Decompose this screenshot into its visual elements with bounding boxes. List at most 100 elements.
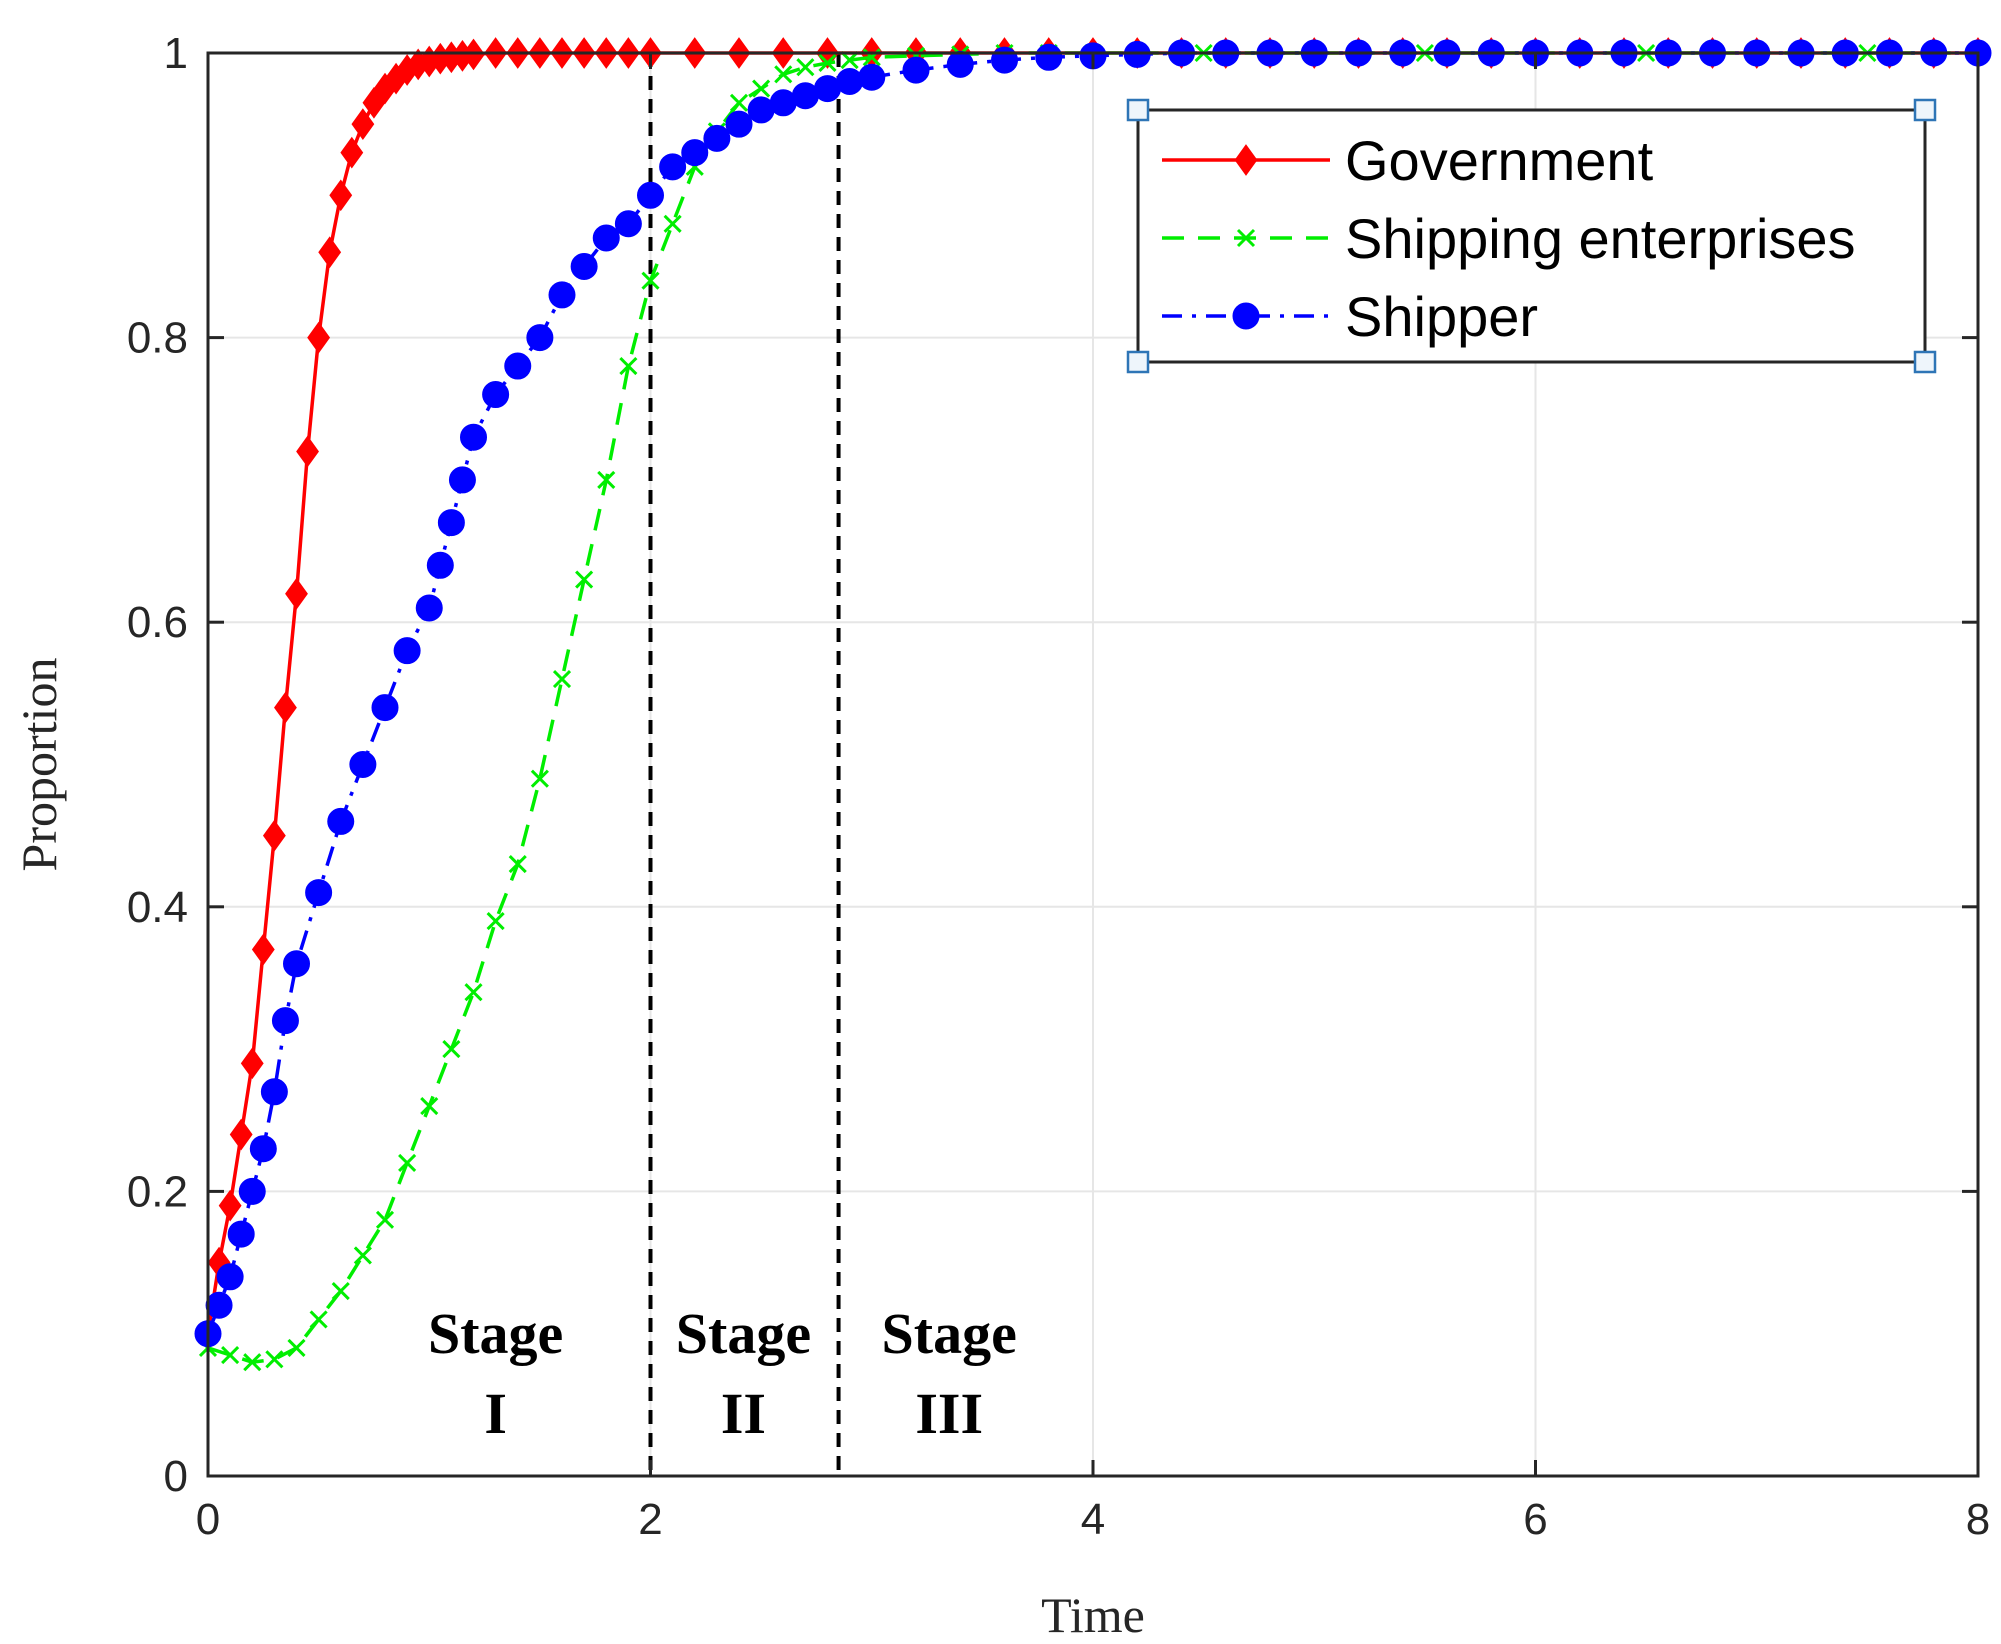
stage-label-word: Stage: [676, 1301, 811, 1366]
data-point-shipping-enterprises: [641, 271, 660, 290]
data-point-shipping-enterprises: [221, 1345, 240, 1365]
data-point-government: [251, 933, 275, 966]
legend[interactable]: Government Shipping enterprises Shipper: [1126, 98, 1937, 374]
data-point-shipper: [836, 67, 864, 95]
legend-marker-x: [1236, 228, 1256, 248]
data-point-shipping-enterprises: [442, 1040, 461, 1059]
data-point-government: [262, 819, 286, 852]
data-point-shipping-enterprises: [353, 1246, 372, 1265]
data-point-shipping-enterprises: [287, 1338, 306, 1357]
data-point-shipper: [327, 807, 355, 835]
legend-label: Shipper: [1345, 285, 1538, 348]
data-point-shipper: [548, 281, 576, 309]
legend-resize-handle[interactable]: [1913, 98, 1937, 122]
x-marker-stroke: [508, 855, 527, 874]
data-point-shipper: [703, 124, 731, 152]
x-tick-label: 2: [638, 1495, 662, 1544]
data-point-shipping-enterprises: [309, 1310, 328, 1329]
data-point-shipper: [437, 509, 465, 537]
data-point-shipper: [482, 381, 510, 409]
data-point-shipping-enterprises: [597, 470, 616, 489]
x-tick-label: 0: [196, 1495, 220, 1544]
data-point-shipping-enterprises: [663, 214, 682, 233]
data-point-shipping-enterprises: [796, 58, 815, 77]
legend-marker-diamond: [1234, 144, 1258, 176]
data-point-shipper: [283, 950, 310, 978]
data-point-shipper: [305, 879, 333, 907]
x-marker-stroke: [243, 1353, 262, 1372]
data-point-shipping-enterprises: [265, 1350, 284, 1369]
data-point-shipper: [504, 352, 532, 380]
data-point-shipper: [1035, 43, 1063, 71]
x-marker-stroke: [597, 470, 616, 489]
data-point-shipping-enterprises: [331, 1281, 350, 1301]
stage-label-numeral: II: [721, 1381, 766, 1446]
data-point-shipping-enterprises: [464, 983, 483, 1002]
data-point-shipper: [371, 694, 399, 722]
data-point-shipper: [460, 423, 487, 451]
data-point-shipping-enterprises: [508, 855, 527, 874]
data-point-government: [307, 321, 331, 354]
y-tick-label: 0.6: [127, 598, 188, 647]
series-shipper: [194, 39, 1992, 1348]
x-marker-stroke: [619, 356, 638, 376]
data-point-shipper: [526, 324, 554, 352]
x-marker-stroke: [420, 1096, 439, 1116]
data-point-shipping-enterprises: [575, 570, 594, 589]
data-point-government: [318, 236, 342, 269]
data-point-shipper: [991, 46, 1018, 74]
y-tick-label: 0.4: [127, 883, 188, 932]
stage-label-word: Stage: [882, 1301, 1017, 1366]
x-marker-stroke: [752, 79, 771, 98]
legend-label: Shipping enterprises: [1345, 207, 1856, 270]
x-marker-stroke: [442, 1040, 461, 1059]
x-tick-label: 6: [1523, 1495, 1547, 1544]
y-tick-label: 0.8: [127, 314, 188, 363]
legend-resize-handle[interactable]: [1126, 350, 1150, 374]
stage-dividers: [648, 53, 841, 1476]
x-axis-title: Time: [1041, 1587, 1145, 1643]
legend-marker-circle: [1232, 302, 1260, 330]
data-point-shipper: [238, 1177, 266, 1205]
x-marker-stroke: [663, 214, 682, 233]
data-point-shipping-enterprises: [420, 1096, 439, 1116]
data-point-government: [285, 577, 308, 610]
data-point-shipper: [271, 1007, 299, 1035]
axis-ticks: 0 2 4 6 8 0 0.2 0.4 0.6 0.8 1: [127, 29, 1990, 1544]
data-point-shipper: [637, 181, 664, 209]
legend-resize-handle[interactable]: [1913, 350, 1937, 374]
data-point-shipper: [725, 110, 753, 138]
x-marker-stroke: [729, 93, 749, 112]
data-point-shipper: [659, 153, 687, 181]
data-point-shipper: [426, 551, 454, 579]
data-point-shipping-enterprises: [486, 911, 505, 931]
x-marker-stroke: [575, 570, 594, 589]
x-marker-stroke: [353, 1246, 372, 1265]
data-point-government: [218, 1189, 242, 1222]
data-point-shipper: [249, 1135, 277, 1163]
y-tick-label: 0: [164, 1452, 188, 1501]
data-point-shipping-enterprises: [729, 93, 749, 112]
x-marker-stroke: [818, 53, 837, 73]
stage-label-numeral: III: [915, 1381, 983, 1446]
stage-labels: Stage I Stage II Stage III: [428, 1301, 1017, 1446]
data-point-shipping-enterprises: [530, 769, 549, 788]
x-marker-stroke: [398, 1153, 417, 1173]
stage-label-word: Stage: [428, 1301, 563, 1366]
data-point-shipper: [216, 1263, 244, 1291]
data-point-government: [229, 1118, 253, 1151]
x-marker-stroke: [309, 1310, 328, 1329]
data-point-shipper: [570, 252, 598, 280]
x-marker-stroke: [221, 1345, 240, 1365]
x-marker-stroke: [552, 670, 572, 689]
data-point-shipping-enterprises: [243, 1353, 262, 1372]
data-point-government: [296, 435, 319, 468]
data-point-shipper: [592, 224, 620, 252]
x-marker-stroke: [774, 65, 793, 84]
x-marker-stroke: [486, 911, 505, 931]
x-marker-stroke: [287, 1338, 306, 1357]
data-point-shipper: [415, 594, 443, 622]
legend-resize-handle[interactable]: [1126, 98, 1150, 122]
x-tick-label: 8: [1966, 1495, 1990, 1544]
